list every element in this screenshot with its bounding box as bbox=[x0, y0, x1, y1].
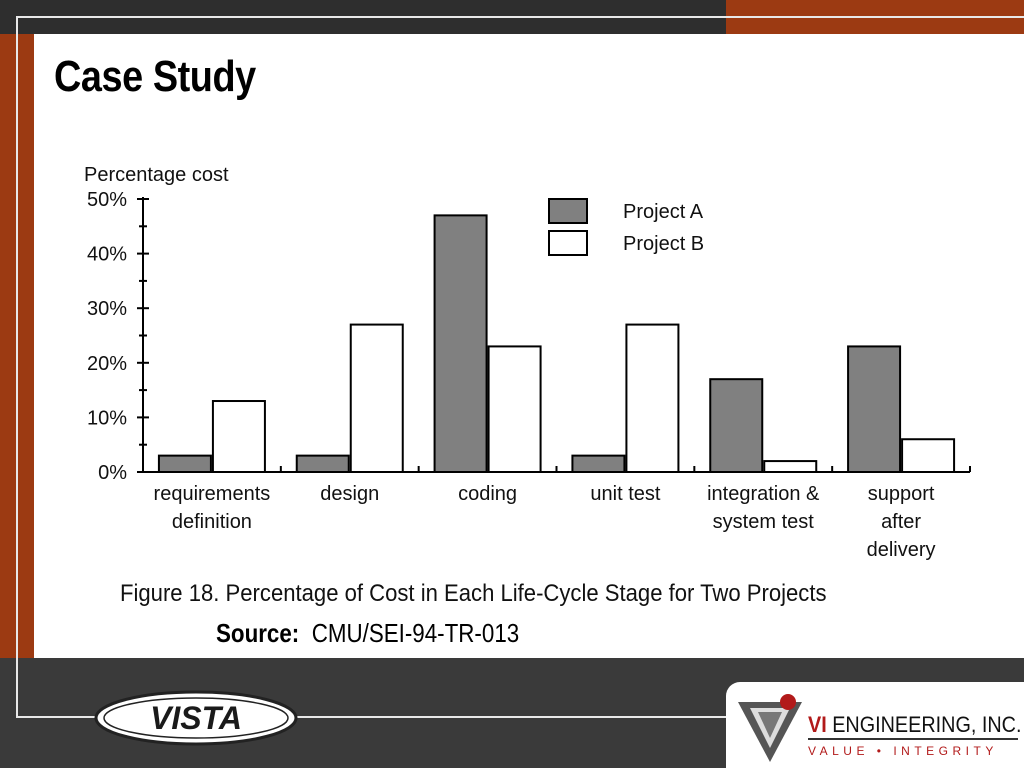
vista-logo-text: VISTA bbox=[150, 700, 242, 736]
vi-logo-mark-icon bbox=[738, 694, 802, 762]
figure-caption: Figure 18. Percentage of Cost in Each Li… bbox=[120, 580, 827, 607]
bar-project-b bbox=[763, 460, 818, 473]
bar-project-a bbox=[295, 454, 350, 473]
company-name: VI ENGINEERING, INC. bbox=[808, 712, 1021, 738]
company-name-text: ENGINEERING, INC. bbox=[832, 712, 1022, 737]
frame-line-top bbox=[16, 16, 1024, 18]
x-tick-label: requirements bbox=[154, 483, 271, 505]
x-tick-label: delivery bbox=[867, 539, 936, 561]
legend-label: Project B bbox=[623, 233, 704, 255]
bar-project-a bbox=[157, 454, 212, 473]
company-tagline: VALUE • INTEGRITY bbox=[808, 744, 998, 758]
x-tick-label: coding bbox=[458, 483, 517, 505]
vista-logo: VISTA bbox=[94, 690, 298, 746]
bar-project-b bbox=[349, 323, 404, 473]
bar-project-b bbox=[625, 323, 680, 473]
y-tick-label: 10% bbox=[87, 407, 127, 429]
x-tick-label: system test bbox=[713, 511, 815, 533]
legend-label: Project A bbox=[623, 201, 704, 223]
x-tick-label: after bbox=[881, 511, 921, 533]
x-tick-label: integration & bbox=[707, 483, 820, 505]
legend-swatch bbox=[548, 198, 588, 224]
y-tick-label: 40% bbox=[87, 244, 127, 266]
bar-project-a bbox=[709, 378, 764, 473]
bar-project-b bbox=[487, 345, 542, 474]
slide-title: Case Study bbox=[54, 52, 256, 101]
company-vi: VI bbox=[808, 712, 827, 737]
x-tick-label: support bbox=[868, 483, 935, 505]
y-axis-label: Percentage cost bbox=[84, 164, 229, 186]
bar-project-a bbox=[433, 214, 488, 473]
y-tick-label: 0% bbox=[98, 462, 127, 484]
y-tick-label: 50% bbox=[87, 189, 127, 211]
bar-project-a bbox=[847, 345, 902, 474]
bar-project-b bbox=[211, 400, 266, 473]
y-tick-label: 20% bbox=[87, 353, 127, 375]
source-label: Source: bbox=[216, 618, 300, 648]
x-tick-label: definition bbox=[172, 511, 252, 533]
x-tick-label: unit test bbox=[590, 483, 660, 505]
legend-swatch bbox=[548, 230, 588, 256]
source-line: Source: CMU/SEI-94-TR-013 bbox=[216, 618, 519, 649]
y-tick-label: 30% bbox=[87, 298, 127, 320]
bar-project-a bbox=[571, 454, 626, 473]
x-tick-label: design bbox=[320, 483, 379, 505]
source-value: CMU/SEI-94-TR-013 bbox=[311, 618, 520, 648]
company-divider bbox=[808, 738, 1018, 740]
bar-project-b bbox=[901, 438, 956, 473]
frame-line-bottom bbox=[16, 716, 726, 718]
frame-line-left bbox=[16, 16, 18, 716]
